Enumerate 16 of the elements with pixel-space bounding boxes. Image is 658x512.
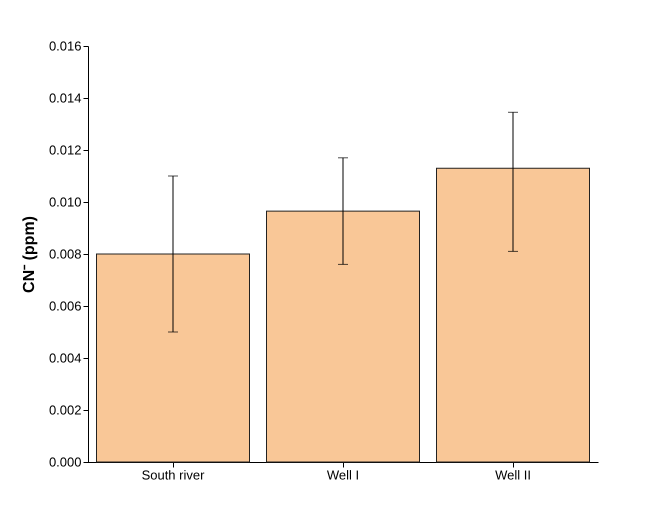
y-tick-label: 0.010 xyxy=(48,194,82,210)
bar xyxy=(436,168,590,462)
y-tick-label: 0.016 xyxy=(48,38,82,54)
bar xyxy=(96,254,250,462)
y-tick-label: 0.000 xyxy=(48,454,82,470)
y-tick-label: 0.008 xyxy=(48,246,82,262)
bar xyxy=(266,210,420,462)
y-tick-label: 0.004 xyxy=(48,350,82,366)
y-axis-title: CN⁻ (ppm) xyxy=(20,216,38,293)
x-tick-label: South river xyxy=(142,468,206,482)
y-tick-label: 0.006 xyxy=(48,298,82,314)
y-tick-label: 0.012 xyxy=(48,142,82,158)
y-tick-label: 0.014 xyxy=(48,90,82,106)
y-tick-label: 0.002 xyxy=(48,402,82,418)
x-tick-label: Well II xyxy=(495,468,531,482)
x-tick-label: Well I xyxy=(326,468,360,482)
